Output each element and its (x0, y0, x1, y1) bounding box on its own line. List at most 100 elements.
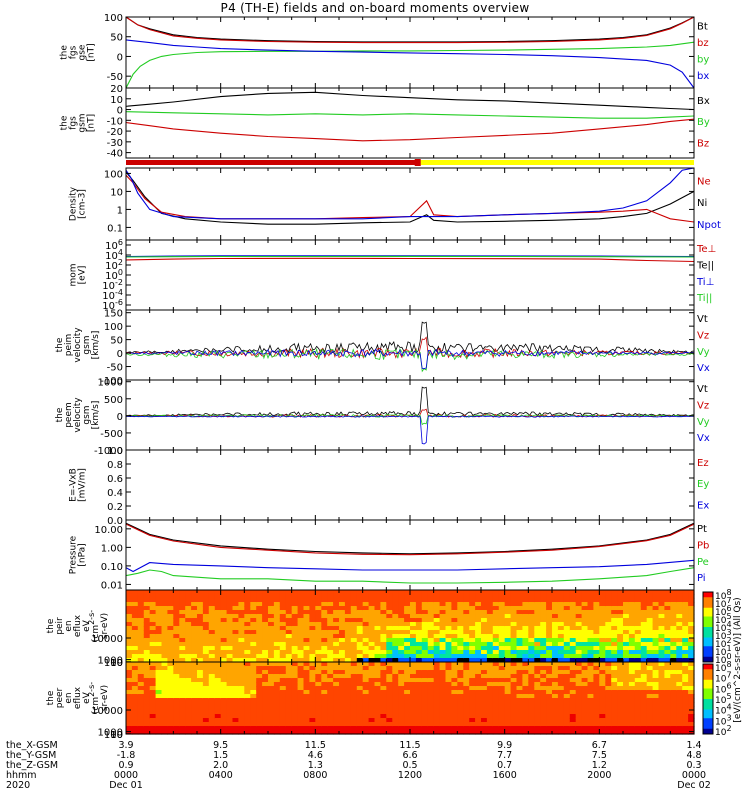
y-axis-label: E=-VxB (69, 468, 79, 502)
colorbar-frame (702, 663, 714, 735)
series-line-Bx (125, 91, 695, 111)
legend-entry: Bx (697, 96, 710, 107)
y-tick-label: 100 (104, 658, 123, 669)
y-axis-label: eV (82, 619, 92, 632)
axis-row-value: 2000 (587, 770, 611, 781)
series-line-Pb (125, 523, 695, 556)
legend-entry: Te⊥ (696, 244, 716, 255)
y-tick-label: 0.1 (107, 223, 123, 234)
y-tick-label: -20 (107, 127, 123, 138)
colorbar-tick-label: 107 (715, 596, 732, 610)
legend-entry: bz (697, 38, 709, 49)
series-line-Bt (125, 16, 695, 43)
series-line-Te (125, 257, 695, 263)
axis-row-label: the_Y-GSM (6, 750, 56, 761)
y-tick-label: 0 (117, 412, 123, 423)
y-tick-label: 50 (110, 33, 123, 44)
y-tick-label: 0.6 (107, 474, 123, 485)
axis-row-value: Dec 02 (677, 780, 711, 791)
axis-row-value: 1200 (398, 770, 422, 781)
legend-entry: Vt (697, 384, 708, 395)
y-tick-label: 104 (105, 248, 123, 262)
spectrogram-peer_spectrogram (126, 662, 695, 735)
y-tick-label: 100 (104, 730, 123, 741)
y-axis-label: peem (64, 402, 74, 428)
colorbar-frame (702, 591, 714, 663)
legend-entry: Ey (697, 479, 709, 490)
axis-row-value: 0400 (209, 770, 233, 781)
axis-row-value: 4.6 (308, 750, 323, 761)
y-tick-label: 0.01 (101, 580, 123, 591)
y-tick-label: 102 (105, 258, 123, 272)
colorbar-tick-label: 100 (715, 652, 732, 666)
legend-entry: Ti|| (696, 293, 712, 304)
series-line-Pt (125, 522, 695, 555)
series-line-By (125, 111, 695, 119)
y-axis-label: the (60, 115, 70, 130)
y-axis-label: gsm (78, 113, 88, 132)
series-line-peim_velocity-blue (125, 348, 695, 370)
axis-row-value: 6.7 (592, 740, 607, 751)
y-tick-label: 0.4 (107, 488, 123, 499)
y-tick-label: 0.10 (101, 562, 123, 573)
y-axis-label: en (64, 692, 74, 703)
y-axis-label: [mV/m] (78, 468, 88, 502)
axis-row-value: 0.3 (686, 760, 701, 771)
colorbar-label: [eV/(cm^2-s-sr-eV)] (All Qs) (733, 597, 743, 722)
y-axis-label: [nT] (87, 114, 97, 132)
panel-frame (125, 449, 695, 521)
series-line-by (125, 41, 695, 89)
y-axis-label: fgs (69, 45, 79, 59)
axis-row-value: 1.3 (308, 760, 323, 771)
y-tick-label: 10000 (91, 634, 123, 645)
series-line-Ti (125, 255, 695, 258)
y-axis-label: the (60, 45, 70, 60)
axis-row-value: 7.7 (497, 750, 512, 761)
y-tick-label: -50 (107, 72, 123, 83)
axis-row-value: 6.6 (402, 750, 417, 761)
y-tick-label: -10 (107, 116, 123, 127)
y-axis-label: the (55, 337, 65, 352)
axis-row-value: 0000 (114, 770, 138, 781)
legend-entry: Npot (697, 220, 721, 231)
y-axis-label: gsm (82, 335, 92, 354)
series-line-bz (125, 16, 695, 44)
y-axis-label: (cm2-s- (87, 610, 101, 642)
panel-frame (125, 239, 695, 311)
y-tick-label: 10 (110, 658, 123, 669)
legend-entry: Vz (697, 400, 709, 411)
panel-frame (125, 309, 695, 381)
y-tick-label: 1000 (98, 728, 123, 739)
y-tick-label: 1000 (98, 378, 123, 389)
axis-row-value: 3.9 (118, 740, 133, 751)
legend-entry: Bt (697, 21, 708, 32)
colorbar-tick-label: 104 (715, 703, 732, 717)
y-axis-label: fgs (69, 116, 79, 130)
colorbar-tick-label: 104 (715, 620, 732, 634)
legend-entry: Pb (697, 540, 709, 551)
colorbar-tick-label: 101 (715, 644, 732, 658)
y-tick-label: 150 (104, 309, 123, 320)
legend-entry: Vx (697, 363, 710, 374)
legend-entry: Vy (697, 417, 710, 428)
y-axis-label: peir (55, 617, 65, 635)
legend-entry: Pe (697, 557, 709, 568)
y-tick-label: -1000 (94, 446, 123, 457)
series-line-bx (125, 39, 695, 89)
y-tick-label: 20 (110, 84, 123, 95)
y-tick-label: 0.8 (107, 460, 123, 471)
legend-entry: By (697, 117, 710, 128)
y-axis-label: sr-eV) (100, 685, 110, 711)
y-tick-label: 106 (105, 238, 123, 252)
legend-entry: Bz (697, 138, 709, 149)
legend-entry: Vy (697, 347, 710, 358)
panel-frame (125, 87, 695, 159)
y-axis-label: peim (64, 334, 74, 357)
plot-title: P4 (TH-E) fields and on-board moments ov… (220, 1, 530, 15)
y-tick-label: 10000 (91, 706, 123, 717)
y-axis-label: peer (55, 687, 65, 708)
axis-row-value: 11.5 (399, 740, 420, 751)
y-tick-label: 500 (104, 395, 123, 406)
series-line-Pe (125, 567, 695, 584)
